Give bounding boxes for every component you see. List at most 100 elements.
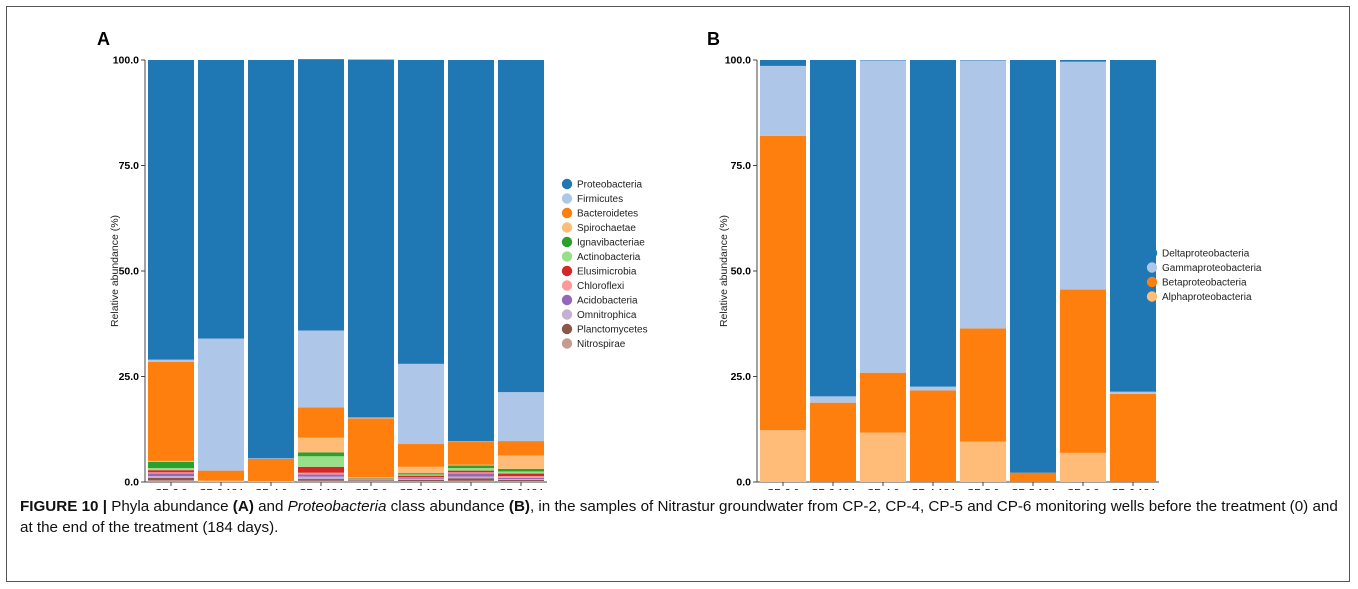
x-tick-label: CP-2.184	[199, 487, 244, 490]
caption-text-2: and	[253, 498, 288, 515]
x-tick-label: CP-2.0	[155, 487, 188, 490]
bar-segment	[448, 60, 494, 442]
bar-segment	[1060, 289, 1106, 453]
chart-panel-a: A 0.0 25.0 50.0 75.0 100.0 Relative abundance …	[97, 29, 648, 490]
bar-segment	[148, 477, 194, 481]
bar-segment	[298, 474, 344, 477]
bar-segment	[1110, 391, 1156, 394]
bar-segment	[398, 363, 444, 445]
legend-marker	[561, 251, 573, 262]
y-tick-label: 50.0	[731, 266, 752, 278]
figure-frame	[6, 6, 1350, 582]
legend-label: Omnitrophica	[577, 310, 637, 321]
legend-marker	[1146, 247, 1158, 259]
bar-segment	[1110, 60, 1156, 392]
legend-label: Proteobacteria	[577, 180, 642, 191]
legend-marker	[561, 178, 573, 190]
legend-marker	[561, 309, 573, 320]
bar-segment	[298, 479, 344, 481]
bar-segment	[198, 480, 244, 482]
x-tick-label: CP-6.0	[455, 487, 488, 490]
bar-segment	[1060, 60, 1106, 62]
x-tick-label: CP-5.0	[355, 487, 388, 490]
caption-text-3: class abundance	[386, 498, 509, 515]
bar-segment	[810, 396, 856, 403]
bar-segment	[448, 464, 494, 466]
bar-segment	[148, 470, 194, 473]
figure-charts: A 0.0 25.0 50.0 75.0 100.0 Relative abundance …	[97, 29, 1262, 490]
x-tick-label: CP-6.0	[1067, 487, 1100, 490]
bar-segment	[910, 390, 956, 482]
bar-segment	[298, 330, 344, 408]
bar-segment	[198, 470, 244, 481]
x-tick-label: CP-2.184	[811, 487, 856, 490]
bar-segment	[398, 481, 444, 482]
bar-segment	[498, 468, 544, 472]
y-tick-label: 25.0	[731, 371, 752, 383]
y-tick-label: 0.0	[124, 477, 139, 489]
legend-label: Nitrospirae	[577, 339, 626, 350]
bar-segment	[960, 441, 1006, 482]
bar-segment	[448, 473, 494, 477]
bar-segment	[860, 432, 906, 482]
figure-caption: FIGURE 10 | Phyla abundance (A) and Prot…	[20, 496, 1340, 538]
bar-segment	[810, 60, 856, 397]
bar-segment	[498, 471, 544, 474]
legend-marker	[561, 280, 573, 291]
x-tick-label: CP-5.184	[399, 487, 444, 490]
bar-segment	[910, 60, 956, 387]
legend-label: Acidobacteria	[577, 296, 638, 307]
legend-marker	[561, 207, 573, 219]
legend-label: Bacteroidetes	[577, 209, 638, 220]
bar-segment	[860, 372, 906, 433]
bar-segment	[348, 59, 394, 418]
bar-segment	[1010, 60, 1056, 473]
bar-segment	[448, 468, 494, 471]
bar-segment	[398, 466, 444, 474]
bar-segment	[298, 472, 344, 475]
bar-segment	[248, 60, 294, 459]
bar-segment	[198, 60, 244, 339]
bar-segment	[148, 460, 194, 462]
panel-label: B	[707, 29, 720, 49]
bar-segment	[298, 59, 344, 331]
bar-segment	[298, 452, 344, 457]
legend-label: Actinobacteria	[577, 252, 641, 263]
legend-label: Elusimicrobia	[577, 267, 637, 278]
legend-marker	[561, 265, 573, 277]
y-tick-label: 0.0	[736, 477, 751, 489]
bar-segment	[860, 60, 906, 373]
bar-segment	[248, 481, 294, 482]
bar-segment	[398, 479, 444, 482]
bar-segment	[498, 441, 544, 456]
bar-segment	[448, 478, 494, 481]
bar-segment	[148, 461, 194, 469]
y-tick-label: 100.0	[113, 55, 139, 67]
bar-segment	[298, 456, 344, 467]
bar-segment	[498, 392, 544, 442]
bar-segment	[760, 430, 806, 482]
bar-segment	[448, 480, 494, 482]
bar-segment	[1110, 393, 1156, 482]
bar-segment	[398, 474, 444, 476]
legend-label: Planctomycetes	[577, 325, 648, 336]
bar-segment	[398, 444, 444, 467]
y-tick-label: 25.0	[119, 371, 140, 383]
bar-segment	[148, 473, 194, 477]
bar-segment	[148, 472, 194, 474]
bar-segment	[448, 476, 494, 479]
bar-segment	[448, 465, 494, 469]
bar-segment	[298, 437, 344, 453]
bar-segment	[248, 458, 294, 482]
bar-segment	[398, 479, 444, 480]
legend-marker	[1146, 276, 1158, 288]
bar-segment	[298, 476, 344, 480]
bar-segment	[198, 338, 244, 471]
bar-segment	[960, 328, 1006, 442]
bar-segment	[498, 60, 544, 393]
bar-segment	[448, 470, 494, 473]
bar-segment	[398, 477, 444, 479]
legend-marker	[561, 323, 573, 335]
legend-label: Alphaproteobacteria	[1162, 292, 1252, 303]
x-tick-label: CP-2.0	[767, 487, 800, 490]
